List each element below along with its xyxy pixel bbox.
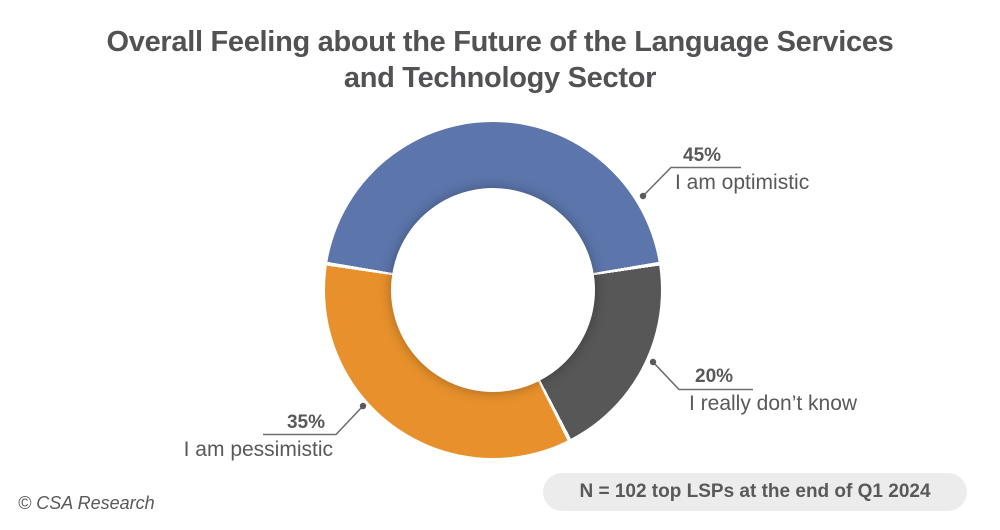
donut-chart bbox=[325, 122, 661, 458]
chart-title: Overall Feeling about the Future of the … bbox=[0, 24, 1000, 96]
callout-optimistic-label: I am optimistic bbox=[675, 171, 810, 194]
sample-size-badge: N = 102 top LSPs at the end of Q1 2024 bbox=[543, 473, 967, 511]
callout-dontknow-percent: 20% bbox=[695, 366, 734, 387]
callout-optimistic-percent: 45% bbox=[683, 145, 722, 166]
copyright-text: © CSA Research bbox=[18, 493, 155, 513]
callout-dontknow-label: I really don’t know bbox=[689, 392, 858, 415]
donut-hole bbox=[391, 188, 595, 392]
chart-title-line2: and Technology Sector bbox=[343, 62, 657, 94]
callout-pessimistic-label: I am pessimistic bbox=[183, 438, 333, 461]
callout-pessimistic-percent: 35% bbox=[286, 412, 325, 433]
chart-title-line1: Overall Feeling about the Future of the … bbox=[106, 26, 894, 58]
